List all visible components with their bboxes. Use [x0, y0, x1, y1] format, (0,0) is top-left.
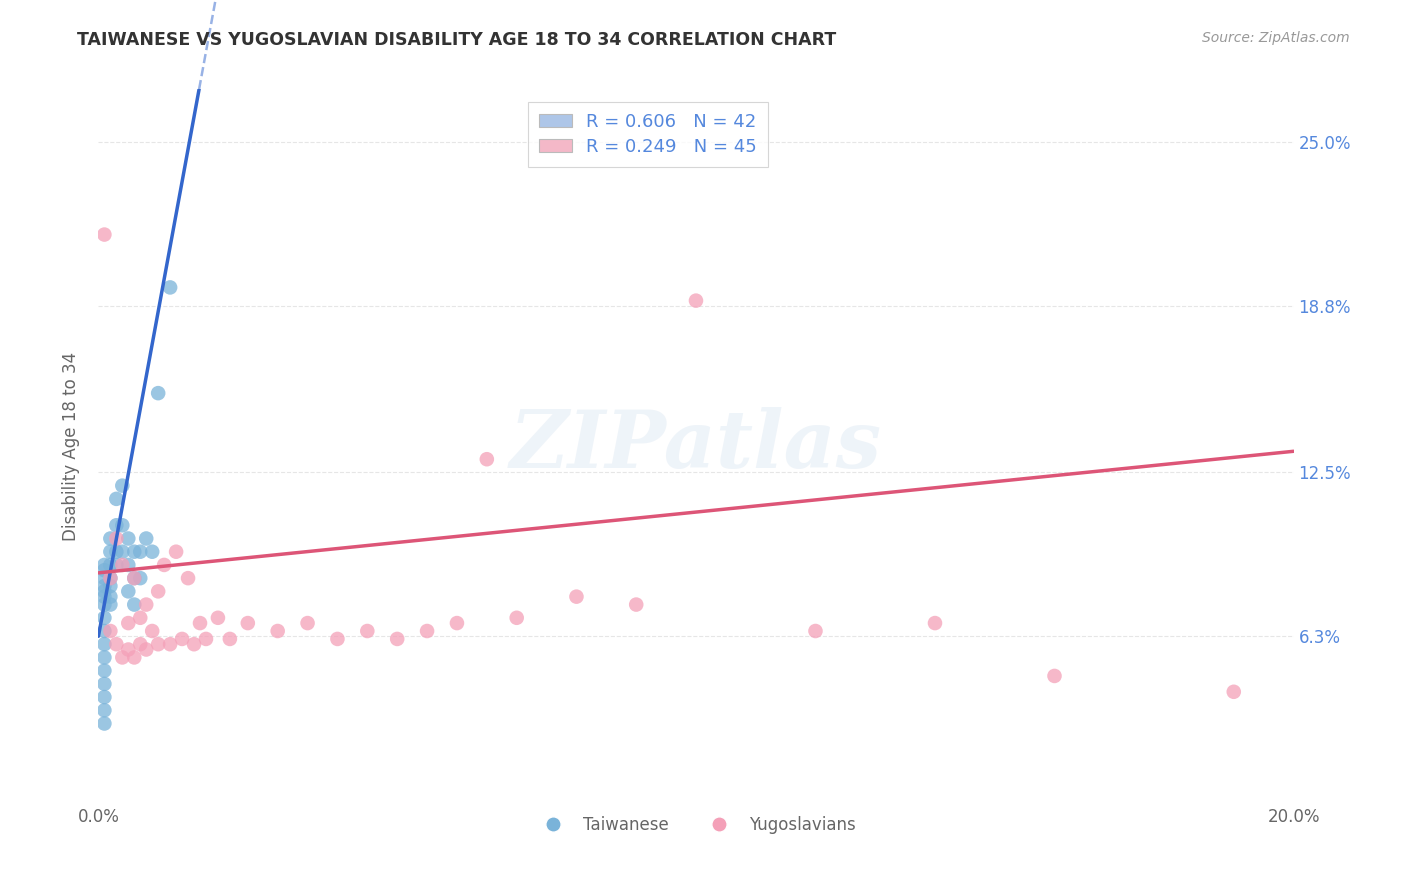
Point	[117, 532, 139, 546]
Point	[236, 616, 259, 631]
Point	[565, 590, 588, 604]
Point	[93, 571, 115, 585]
Point	[506, 611, 529, 625]
Point	[117, 584, 139, 599]
Point	[98, 545, 122, 559]
Point	[124, 545, 146, 559]
Point	[93, 624, 115, 638]
Point	[93, 637, 115, 651]
Point	[117, 642, 139, 657]
Point	[135, 532, 157, 546]
Point	[475, 452, 498, 467]
Point	[148, 386, 170, 401]
Point	[195, 632, 218, 646]
Point	[93, 677, 115, 691]
Point	[297, 616, 319, 631]
Point	[93, 584, 115, 599]
Point	[141, 545, 163, 559]
Point	[153, 558, 176, 572]
Point	[177, 571, 200, 585]
Point	[148, 584, 170, 599]
Point	[105, 518, 128, 533]
Point	[93, 563, 115, 577]
Point	[93, 598, 115, 612]
Text: ZIPatlas: ZIPatlas	[510, 408, 882, 484]
Point	[93, 716, 115, 731]
Point	[1223, 685, 1246, 699]
Point	[148, 637, 170, 651]
Point	[124, 571, 146, 585]
Point	[93, 690, 115, 704]
Point	[98, 571, 122, 585]
Point	[165, 545, 187, 559]
Point	[804, 624, 827, 638]
Point	[129, 637, 152, 651]
Point	[326, 632, 349, 646]
Point	[93, 590, 115, 604]
Point	[105, 491, 128, 506]
Point	[111, 650, 134, 665]
Point	[98, 590, 122, 604]
Point	[93, 703, 115, 717]
Point	[93, 611, 115, 625]
Point	[111, 518, 134, 533]
Point	[135, 598, 157, 612]
Point	[159, 280, 181, 294]
Point	[159, 637, 181, 651]
Point	[98, 558, 122, 572]
Point	[98, 532, 122, 546]
Point	[219, 632, 242, 646]
Point	[135, 642, 157, 657]
Point	[626, 598, 648, 612]
Point	[111, 478, 134, 492]
Point	[105, 545, 128, 559]
Point	[924, 616, 946, 631]
Point	[93, 664, 115, 678]
Y-axis label: Disability Age 18 to 34: Disability Age 18 to 34	[62, 351, 80, 541]
Point	[129, 545, 152, 559]
Point	[446, 616, 468, 631]
Point	[267, 624, 290, 638]
Point	[356, 624, 378, 638]
Point	[416, 624, 439, 638]
Point	[93, 227, 115, 242]
Point	[105, 558, 128, 572]
Point	[141, 624, 163, 638]
Point	[685, 293, 707, 308]
Point	[117, 558, 139, 572]
Point	[98, 624, 122, 638]
Point	[98, 598, 122, 612]
Point	[111, 558, 134, 572]
Point	[129, 571, 152, 585]
Point	[124, 598, 146, 612]
Point	[172, 632, 194, 646]
Point	[93, 650, 115, 665]
Point	[98, 571, 122, 585]
Point	[105, 637, 128, 651]
Point	[93, 558, 115, 572]
Point	[129, 611, 152, 625]
Point	[124, 650, 146, 665]
Point	[93, 579, 115, 593]
Point	[124, 571, 146, 585]
Point	[1043, 669, 1066, 683]
Legend: Taiwanese, Yugoslavians: Taiwanese, Yugoslavians	[530, 810, 862, 841]
Point	[105, 532, 128, 546]
Point	[183, 637, 205, 651]
Text: TAIWANESE VS YUGOSLAVIAN DISABILITY AGE 18 TO 34 CORRELATION CHART: TAIWANESE VS YUGOSLAVIAN DISABILITY AGE …	[77, 31, 837, 49]
Point	[207, 611, 229, 625]
Text: Source: ZipAtlas.com: Source: ZipAtlas.com	[1202, 31, 1350, 45]
Point	[188, 616, 211, 631]
Point	[111, 545, 134, 559]
Point	[98, 579, 122, 593]
Point	[385, 632, 409, 646]
Point	[117, 616, 139, 631]
